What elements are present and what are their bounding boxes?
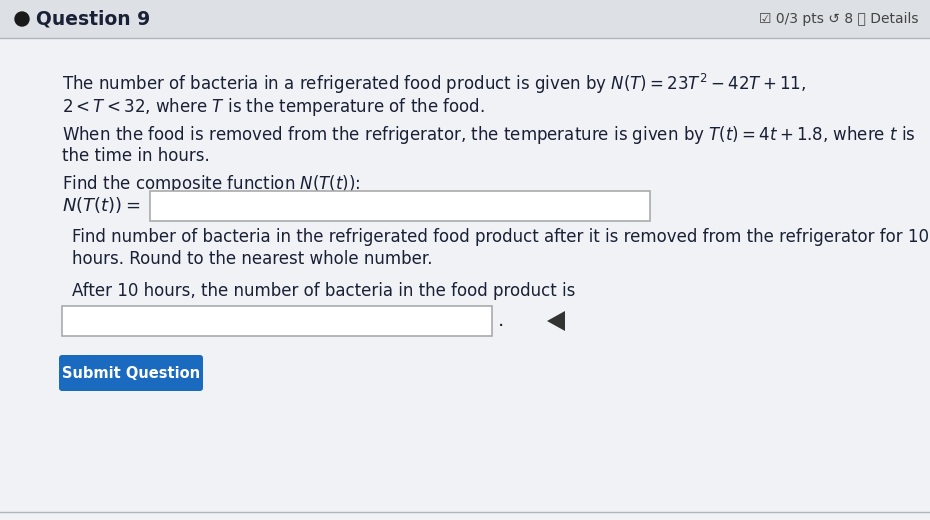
FancyBboxPatch shape [0,0,930,38]
Text: the time in hours.: the time in hours. [62,147,210,165]
Text: Find number of bacteria in the refrigerated food product after it is removed fro: Find number of bacteria in the refrigera… [72,228,929,246]
Text: hours. Round to the nearest whole number.: hours. Round to the nearest whole number… [72,250,432,268]
Text: Submit Question: Submit Question [62,366,200,381]
Text: $2 < T < 32$, where $T$ is the temperature of the food.: $2 < T < 32$, where $T$ is the temperatu… [62,96,485,118]
FancyBboxPatch shape [0,38,930,520]
Text: Question 9: Question 9 [36,9,151,29]
Text: When the food is removed from the refrigerator, the temperature is given by $T(t: When the food is removed from the refrig… [62,124,916,146]
Text: .: . [498,311,504,331]
Text: Find the composite function $N(T(t))$:: Find the composite function $N(T(t))$: [62,173,361,195]
Text: The number of bacteria in a refrigerated food product is given by $N(T) = 23T^2 : The number of bacteria in a refrigerated… [62,72,806,96]
Polygon shape [547,311,565,331]
Circle shape [15,12,29,26]
Text: ☑ 0/3 pts ↺ 8 ⓘ Details: ☑ 0/3 pts ↺ 8 ⓘ Details [759,12,918,26]
FancyBboxPatch shape [62,306,492,336]
Text: After 10 hours, the number of bacteria in the food product is: After 10 hours, the number of bacteria i… [72,282,576,300]
Text: $N(T(t)) =$: $N(T(t)) =$ [62,195,140,215]
FancyBboxPatch shape [150,191,650,221]
FancyBboxPatch shape [59,355,203,391]
